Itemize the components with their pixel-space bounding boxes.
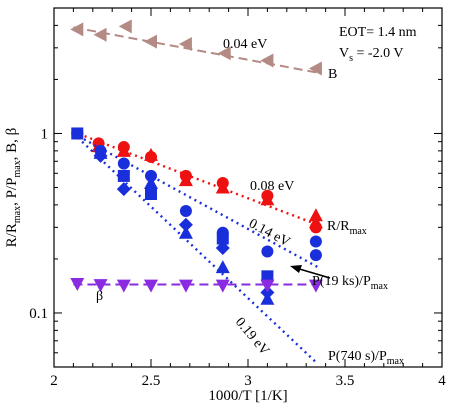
data-point	[144, 175, 158, 189]
data-point	[117, 169, 130, 182]
fit-line	[72, 132, 319, 365]
data-point	[179, 204, 192, 217]
fit-line	[73, 26, 319, 74]
data-point	[116, 182, 131, 197]
data-point	[70, 22, 84, 37]
data-marks	[70, 19, 323, 365]
data-point	[116, 279, 131, 293]
x-tick-label: 4	[438, 373, 446, 389]
series-4	[70, 277, 323, 293]
data-point	[178, 279, 193, 293]
data-point	[308, 208, 323, 222]
data-point	[309, 249, 322, 262]
series-label-r: R/Rmax	[327, 219, 367, 237]
data-point	[309, 235, 322, 248]
data-point	[309, 221, 322, 234]
data-point	[217, 46, 231, 61]
y-axis-title: R/Rmax, P/Pmax, B, β	[4, 128, 23, 248]
arrow-line	[295, 267, 331, 279]
data-point	[261, 245, 274, 258]
series-0	[70, 19, 322, 76]
vs-label: Vs = -2.0 V	[339, 46, 403, 64]
y-tick-label: 1	[41, 126, 49, 142]
data-point	[71, 127, 84, 140]
data-point	[118, 19, 132, 34]
data-point	[93, 27, 107, 42]
series-label-b: B	[328, 67, 337, 82]
series-label-p740s: P(740 s)/Pmax	[328, 349, 404, 367]
y-tick-label: 0.1	[29, 306, 48, 322]
x-tick-label: 3	[244, 373, 252, 389]
data-point	[260, 53, 274, 68]
eot-label: EOT= 1.4 nm	[339, 25, 417, 40]
series-label-beta: β	[96, 289, 103, 304]
activation-energy-label: 0.19 eV	[232, 315, 272, 359]
data-point	[144, 34, 157, 49]
fit-line	[72, 132, 319, 269]
activation-energy-label: 0.08 eV	[250, 179, 294, 194]
data-point	[260, 291, 275, 305]
data-point	[215, 260, 230, 274]
plot-frame	[53, 7, 443, 368]
axes: 2 2.5 3 3.5 4 0.1 1 1000/T [1/K] R/Rmax, P/Pmax,…	[4, 7, 446, 404]
data-point	[261, 270, 274, 283]
data-point	[93, 145, 108, 159]
data-point	[117, 157, 130, 170]
data-point	[215, 241, 230, 256]
fit-line	[72, 130, 319, 226]
data-point	[178, 37, 192, 52]
data-point	[178, 225, 193, 239]
data-point	[179, 169, 192, 182]
data-point	[144, 279, 158, 293]
x-tick-label: 2.5	[142, 373, 161, 389]
plot-area	[53, 7, 443, 368]
data-point	[93, 279, 108, 293]
annotations: 0.04 eV0.08 eV0.14 eV0.19 eVBR/RmaxP(19 …	[96, 25, 417, 367]
data-point	[178, 217, 193, 232]
data-point	[215, 279, 230, 293]
data-point	[260, 279, 275, 293]
activation-energy-label: 0.04 eV	[223, 37, 267, 52]
arrow-head	[290, 265, 302, 273]
data-point	[145, 150, 157, 163]
x-tick-label: 2	[50, 373, 58, 389]
data-point	[117, 141, 130, 154]
data-point	[145, 188, 157, 201]
data-point	[70, 277, 85, 291]
x-axis-title: 1000/T [1/K]	[208, 388, 287, 404]
activation-energy-label: 0.14 eV	[246, 216, 292, 250]
data-point	[216, 232, 229, 245]
data-point	[216, 176, 229, 189]
x-tick-label: 3.5	[336, 373, 355, 389]
data-point	[308, 61, 322, 76]
data-point	[261, 189, 274, 202]
data-point	[145, 169, 157, 182]
data-point	[308, 279, 323, 293]
